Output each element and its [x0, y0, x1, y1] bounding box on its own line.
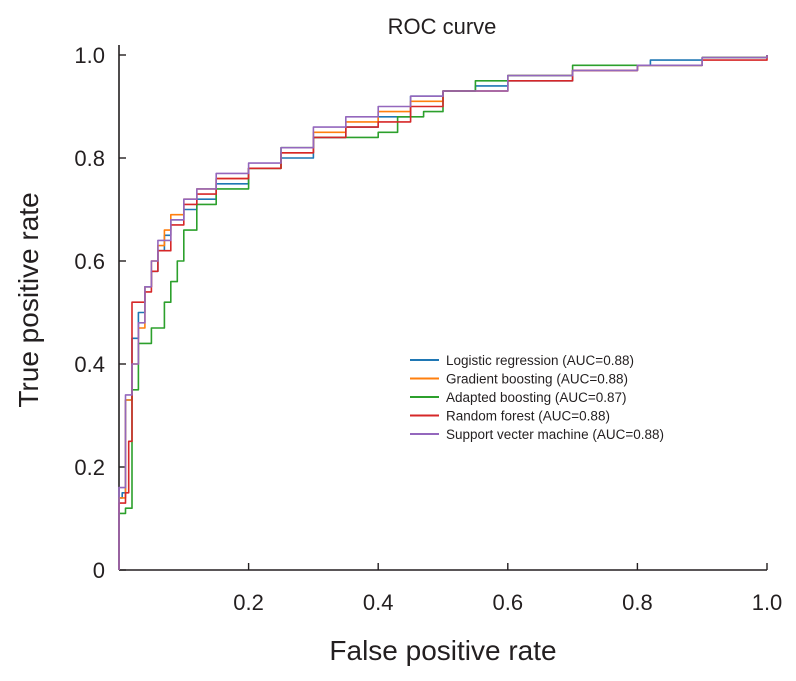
series-line-4 [118, 55, 768, 570]
x-tick-label: 0.4 [363, 590, 394, 615]
series-line-3 [118, 55, 768, 570]
legend-entry: Support vecter machine (AUC=0.88) [446, 427, 664, 442]
x-tick-label: 0.6 [493, 590, 524, 615]
x-tick-label: 0.2 [233, 590, 264, 615]
legend-entry: Gradient boosting (AUC=0.88) [446, 372, 628, 387]
legend-entry: Logistic regression (AUC=0.88) [446, 353, 634, 368]
series-lines [118, 55, 768, 570]
legend: Logistic regression (AUC=0.88) Gradient b… [410, 353, 664, 442]
y-axis-title: True positive rate [13, 192, 44, 407]
x-axis-title: False positive rate [329, 635, 556, 666]
y-tick-label: 0.6 [74, 249, 105, 274]
x-tick-label: 0.8 [622, 590, 653, 615]
y-tick-label: 1.0 [74, 43, 105, 68]
legend-entry: Random forest (AUC=0.88) [446, 409, 610, 424]
y-ticks: 0 0.2 0.4 0.6 0.8 1.0 [74, 43, 126, 583]
series-line-0 [118, 55, 768, 570]
y-tick-label: 0.4 [74, 352, 105, 377]
series-line-1 [118, 55, 768, 570]
y-tick-label: 0 [93, 558, 105, 583]
y-tick-label: 0.8 [74, 146, 105, 171]
x-tick-label: 1.0 [752, 590, 783, 615]
x-ticks: 0.2 0.4 0.6 0.8 1.0 [233, 563, 782, 615]
y-tick-label: 0.2 [74, 455, 105, 480]
series-line-2 [118, 55, 768, 570]
chart-title: ROC curve [388, 14, 497, 39]
legend-entry: Adapted boosting (AUC=0.87) [446, 390, 627, 405]
axes [118, 45, 767, 571]
